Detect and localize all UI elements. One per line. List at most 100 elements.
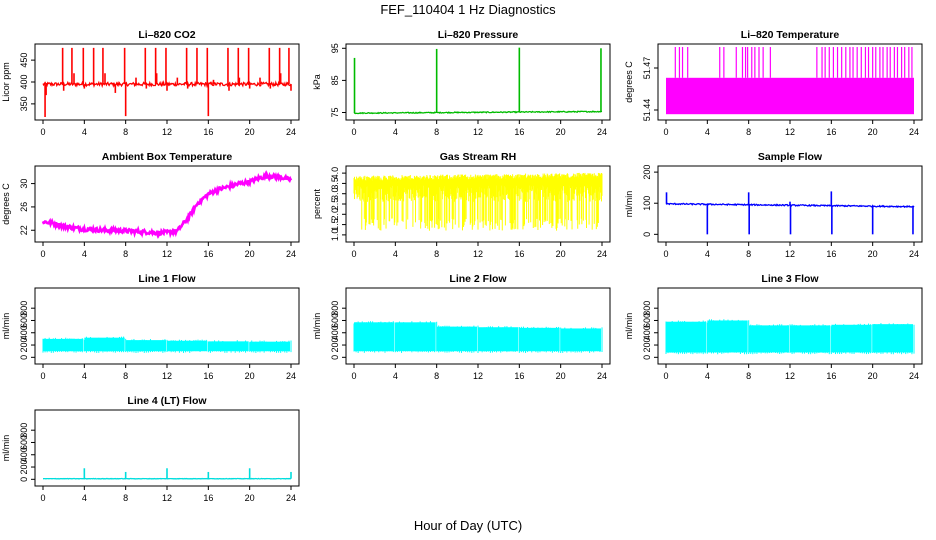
y-tick-label: 200 [19,460,29,475]
x-tick-label: 16 [203,371,213,381]
y-tick-label: 22 [19,225,29,235]
chart-panel-6: Sample Flow ml/min 0 4 8 12 16 20 24 0 100 200 [624,151,923,259]
y-tick-label: 2.5 [330,198,340,211]
data-series [353,321,603,354]
x-tick-label: 8 [746,249,751,259]
chart-title: Gas Stream RH [440,151,516,163]
y-tick-label: 600 [642,313,652,328]
x-tick-label: 24 [286,493,296,503]
series-line [41,169,293,240]
x-tick-label: 12 [162,249,172,259]
x-tick-label: 4 [82,371,87,381]
chart-panel-8: Line 2 Flow ml/min 0 4 8 12 16 20 24 0 20040060080… [312,273,611,381]
y-axis-label: ml/min [1,435,11,462]
x-tick-label: 0 [663,249,668,259]
y-tick-label: 1.5 [330,218,340,231]
x-tick-label: 20 [245,249,255,259]
x-tick-label: 4 [82,127,87,137]
x-tick-label: 0 [351,249,356,259]
x-tick-label: 4 [705,127,710,137]
figure-title: FEF_110404 1 Hz Diagnostics [380,2,556,17]
x-tick-label: 0 [663,127,668,137]
y-tick-label: 600 [330,313,340,328]
x-tick-label: 20 [245,371,255,381]
y-axis-label: percent [312,188,322,219]
x-tick-label: 0 [40,249,45,259]
y-axis-label: ml/min [624,313,634,340]
y-tick-label: 95 [330,43,340,53]
data-series [353,47,603,115]
x-tick-label: 20 [868,371,878,381]
x-tick-label: 16 [203,127,213,137]
y-tick-label: 800 [330,301,340,316]
chart-title: Line 4 (LT) Flow [127,395,207,407]
x-tick-label: 24 [597,127,607,137]
y-tick-label: 600 [19,313,29,328]
x-tick-label: 16 [514,127,524,137]
x-tick-label: 8 [746,127,751,137]
y-tick-label: 0 [330,355,340,360]
data-series [43,468,292,480]
x-tick-label: 12 [473,249,483,259]
x-tick-label: 8 [123,127,128,137]
x-tick-label: 16 [203,493,213,503]
x-tick-label: 12 [162,493,172,503]
x-tick-label: 16 [514,249,524,259]
y-tick-label: 800 [19,423,29,438]
x-tick-label: 8 [746,371,751,381]
y-tick-label: 200 [642,165,652,180]
x-tick-label: 4 [705,371,710,381]
y-tick-label: 200 [330,338,340,353]
chart-panel-2: Li–820 Pressure kPa 0 4 8 12 16 20 24 75 85 95 [312,29,611,137]
x-tick-label: 24 [597,249,607,259]
series-band [790,325,831,353]
chart-title: Line 3 Flow [761,273,819,285]
x-tick-label: 20 [245,493,255,503]
y-tick-label: 400 [19,325,29,340]
x-tick-label: 12 [785,127,795,137]
y-axis-label: ml/min [624,191,634,218]
y-axis-label: degrees C [624,61,634,103]
chart-panel-1: Li–820 CO2 Licor ppm 0 4 8 12 16 20 24 350 400 450 [1,29,300,137]
x-tick-label: 8 [434,249,439,259]
data-series [353,172,603,231]
data-series [42,336,292,353]
x-tick-label: 12 [785,371,795,381]
data-series [665,319,915,355]
x-tick-label: 0 [351,127,356,137]
y-tick-label: 0 [642,355,652,360]
chart-panel-5: Gas Stream RH percent 0 4 8 12 16 20 24 1.01.52.0… [312,151,611,259]
chart-title: Li–820 CO2 [138,29,195,41]
x-tick-label: 4 [393,371,398,381]
x-tick-label: 12 [473,127,483,137]
series-band [666,77,914,115]
data-series [41,169,293,240]
x-tick-label: 24 [286,127,296,137]
y-tick-label: 75 [330,107,340,117]
plot-frame [345,43,611,121]
x-tick-label: 20 [556,127,566,137]
y-tick-label: 400 [330,325,340,340]
y-axis-label: ml/min [312,313,322,340]
chart-title: Line 1 Flow [138,273,196,285]
y-tick-label: 85 [330,75,340,85]
x-tick-label: 16 [203,249,213,259]
x-tick-label: 4 [82,493,87,503]
x-tick-label: 0 [40,127,45,137]
series-band [436,326,477,352]
x-tick-label: 24 [909,127,919,137]
chart-title: Line 2 Flow [449,273,507,285]
x-tick-label: 8 [123,249,128,259]
x-tick-label: 12 [162,127,172,137]
x-tick-label: 20 [556,371,566,381]
chart-panel-9: Line 3 Flow ml/min 0 4 8 12 16 20 24 0 20040060080… [624,273,923,381]
chart-panel-7: Line 1 Flow ml/min 0 4 8 12 16 20 24 0 20040060080… [1,273,300,381]
x-tick-label: 24 [909,249,919,259]
y-tick-label: 400 [642,325,652,340]
y-tick-label: 2.0 [330,208,340,221]
y-tick-label: 3.5 [330,177,340,190]
x-tick-label: 12 [473,371,483,381]
x-tick-label: 4 [82,249,87,259]
y-tick-label: 0 [642,232,652,237]
x-tick-label: 0 [40,493,45,503]
